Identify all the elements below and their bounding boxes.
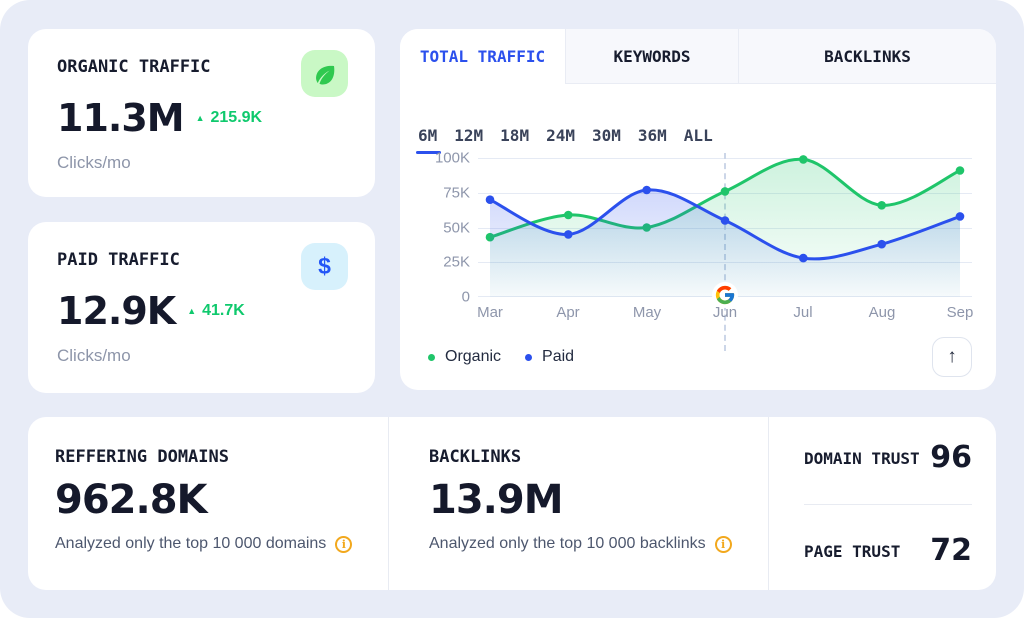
trust-section: DOMAIN TRUST 96 PAGE TRUST 72 xyxy=(768,417,996,590)
range-24m[interactable]: 24M xyxy=(546,126,575,145)
traffic-tabs: TOTAL TRAFFIC KEYWORDS BACKLINKS xyxy=(400,29,996,84)
chart-footer: Organic Paid ↑ xyxy=(428,337,972,377)
referring-domains-title: REFFERING DOMAINS xyxy=(55,447,229,467)
organic-dot-icon xyxy=(428,353,435,361)
scroll-top-button[interactable]: ↑ xyxy=(932,337,972,377)
legend-paid-label: Paid xyxy=(542,348,575,365)
x-tick: Jul xyxy=(793,304,813,321)
trust-divider xyxy=(804,504,972,505)
chart-legend: Organic Paid xyxy=(428,348,574,366)
paid-traffic-unit: Clicks/mo xyxy=(57,346,131,365)
x-tick: May xyxy=(632,304,662,321)
backlinks-title: BACKLINKS xyxy=(429,447,522,467)
y-tick: 100K xyxy=(434,149,470,167)
traffic-chart-svg xyxy=(485,155,965,297)
referring-domains-note-text: Analyzed only the top 10 000 domains xyxy=(55,535,327,552)
dollar-glyph: $ xyxy=(318,253,331,279)
y-tick: 25K xyxy=(443,253,470,271)
paid-traffic-delta: ▲ 41.7K xyxy=(187,302,245,320)
backlinks-section: BACKLINKS 13.9M Analyzed only the top 10… xyxy=(388,417,768,590)
x-tick: Aug xyxy=(868,304,896,321)
legend-organic[interactable]: Organic xyxy=(428,348,501,366)
traffic-chart: 100K 75K 50K 25K 0 xyxy=(418,150,973,351)
backlinks-note-text: Analyzed only the top 10 000 backlinks xyxy=(429,535,706,552)
range-36m[interactable]: 36M xyxy=(637,126,667,145)
range-all[interactable]: ALL xyxy=(683,126,713,145)
page-trust-label: PAGE TRUST xyxy=(804,541,901,561)
domain-trust-value: 96 xyxy=(930,440,972,475)
paid-traffic-value: 12.9K xyxy=(57,289,176,333)
delta-up-icon: ▲ xyxy=(195,112,205,123)
range-12m[interactable]: 12M xyxy=(454,126,484,145)
organic-traffic-delta: ▲ 215.9K xyxy=(196,109,263,127)
domain-trust-label: DOMAIN TRUST xyxy=(804,448,920,468)
referring-domains-section: REFFERING DOMAINS 962.8K Analyzed only t… xyxy=(28,417,388,590)
paid-traffic-card: PAID TRAFFIC $ 12.9K ▲ 41.7K Clicks/mo xyxy=(28,222,375,393)
organic-traffic-card: ORGANIC TRAFFIC 11.3M ▲ 215.9K Clicks/mo xyxy=(28,29,375,197)
paid-dot-icon xyxy=(525,353,533,361)
referring-domains-note: Analyzed only the top 10 000 domains i xyxy=(55,535,388,553)
leaf-icon xyxy=(301,50,348,97)
tab-backlinks[interactable]: BACKLINKS xyxy=(738,29,996,84)
delta-up-icon: ▲ xyxy=(187,305,197,316)
domain-trust-row: DOMAIN TRUST 96 xyxy=(804,443,972,473)
paid-traffic-title: PAID TRAFFIC xyxy=(57,250,180,270)
x-tick: Sep xyxy=(946,304,974,321)
info-icon[interactable]: i xyxy=(335,535,353,553)
info-icon[interactable]: i xyxy=(714,535,732,553)
time-range-selector: 6M 12M 18M 24M 30M 36M ALL xyxy=(415,126,713,154)
x-tick: Jun xyxy=(712,304,738,321)
backlinks-note: Analyzed only the top 10 000 backlinks i xyxy=(429,535,768,553)
backlinks-value: 13.9M xyxy=(429,477,564,523)
google-logo[interactable] xyxy=(712,282,738,308)
organic-traffic-value-row: 11.3M ▲ 215.9K xyxy=(57,99,348,137)
x-axis-labels: Mar Apr May Jun Jul Aug Sep xyxy=(477,304,974,324)
organic-traffic-value: 11.3M xyxy=(57,96,185,140)
x-tick: Apr xyxy=(556,304,580,321)
y-axis-labels: 100K 75K 50K 25K 0 xyxy=(418,150,470,306)
organic-traffic-title: ORGANIC TRAFFIC xyxy=(57,57,211,77)
organic-traffic-unit: Clicks/mo xyxy=(57,153,131,172)
y-tick: 50K xyxy=(443,219,470,236)
legend-paid[interactable]: Paid xyxy=(525,348,574,366)
page-trust-row: PAGE TRUST 72 xyxy=(804,536,972,566)
legend-organic-label: Organic xyxy=(445,348,502,365)
traffic-panel: TOTAL TRAFFIC KEYWORDS BACKLINKS 6M 12M … xyxy=(400,29,996,390)
dollar-icon: $ xyxy=(301,243,348,290)
range-6m[interactable]: 6M xyxy=(415,126,442,154)
y-tick: 0 xyxy=(461,288,470,306)
metrics-summary-card: REFFERING DOMAINS 962.8K Analyzed only t… xyxy=(28,417,996,590)
x-tick: Mar xyxy=(477,304,503,321)
tab-total-traffic[interactable]: TOTAL TRAFFIC xyxy=(400,29,565,84)
range-30m[interactable]: 30M xyxy=(591,126,621,145)
arrow-up-icon: ↑ xyxy=(947,346,957,367)
referring-domains-value: 962.8K xyxy=(55,477,208,523)
y-tick: 75K xyxy=(443,184,470,202)
range-18m[interactable]: 18M xyxy=(500,126,530,145)
page-trust-value: 72 xyxy=(930,533,972,568)
plot-area: Mar Apr May Jun Jul Aug Sep xyxy=(477,153,973,351)
tab-keywords[interactable]: KEYWORDS xyxy=(565,29,738,84)
paid-traffic-value-row: 12.9K ▲ 41.7K xyxy=(57,292,348,330)
organic-delta-value: 215.9K xyxy=(210,109,263,126)
paid-delta-value: 41.7K xyxy=(202,302,245,319)
